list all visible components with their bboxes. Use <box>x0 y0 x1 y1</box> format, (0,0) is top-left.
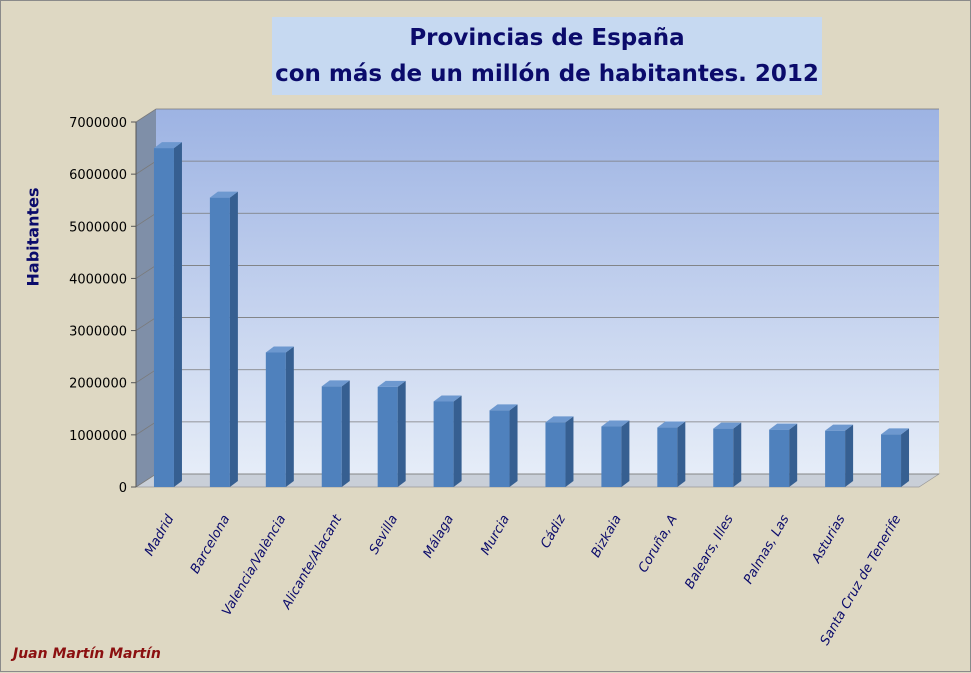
bar <box>489 404 518 487</box>
bar-front <box>377 386 398 487</box>
x-tick-label: Palmas, Las <box>741 512 793 586</box>
bar-side <box>901 428 910 487</box>
bar-top <box>825 424 854 431</box>
bar-side <box>845 424 854 487</box>
bar-front <box>153 148 174 488</box>
bar-front <box>769 429 790 487</box>
x-tick-label: Asturias <box>809 512 849 566</box>
bar-top <box>769 423 798 430</box>
bar-front <box>321 386 342 487</box>
author-credit: Juan Martín Martín <box>13 646 161 662</box>
bar-front <box>881 434 902 487</box>
bar-top <box>657 421 686 428</box>
bar-side <box>341 380 350 487</box>
bar <box>265 346 294 487</box>
x-tick-label: Barcelona <box>188 512 234 576</box>
bar-top <box>321 380 350 387</box>
plot-floor <box>134 473 941 488</box>
bar-top <box>433 395 462 402</box>
y-tick-label: 7000000 <box>69 116 127 131</box>
y-tick-label: 3000000 <box>69 325 127 340</box>
bar-top <box>713 422 742 429</box>
bar-front <box>657 427 678 487</box>
x-tick-label: Málaga <box>421 512 457 560</box>
x-tick-label: Valencia/València <box>219 512 289 618</box>
y-tick-label: 4000000 <box>69 272 127 287</box>
bar-top <box>881 428 910 435</box>
x-tick-label: Cádiz <box>538 511 569 550</box>
bar-side <box>789 423 798 487</box>
bar <box>209 191 238 487</box>
y-tick-label: 1000000 <box>69 429 127 444</box>
bar-front <box>713 428 734 487</box>
gridline <box>135 108 939 123</box>
bar-top <box>377 380 406 387</box>
plot-side-wall <box>136 109 156 487</box>
bar-top <box>545 416 574 423</box>
bar-front <box>489 410 510 487</box>
bar-side <box>453 395 462 487</box>
bar-front <box>209 197 230 487</box>
x-tick-label: Alicante/Alacant <box>279 512 346 613</box>
y-tick-label: 0 <box>119 481 127 496</box>
bar-front <box>433 401 454 487</box>
bar <box>433 395 462 487</box>
y-tick-label: 5000000 <box>69 220 127 235</box>
bar-side <box>565 416 574 487</box>
chart-title: Provincias de España con más de un milló… <box>272 17 822 95</box>
bar-side <box>621 420 630 487</box>
bar-side <box>229 191 238 487</box>
bar-side <box>285 346 294 487</box>
bar <box>545 416 574 487</box>
bar-top <box>153 142 182 149</box>
bar <box>713 422 742 487</box>
bar <box>769 423 798 487</box>
bar <box>321 380 350 487</box>
bar <box>153 142 182 488</box>
x-tick-label: Madrid <box>142 512 178 559</box>
x-tick-label: Bizkaia <box>589 512 625 560</box>
chart-title-line-1: Provincias de España <box>409 25 685 51</box>
x-tick-label: Balears, Illes <box>682 512 736 591</box>
bar <box>601 420 630 487</box>
bar-top <box>265 346 294 353</box>
bar-front <box>265 352 286 487</box>
bar-top <box>601 420 630 427</box>
bar-side <box>733 422 742 487</box>
x-tick-label: Sevilla <box>367 512 401 557</box>
bar-top <box>489 404 518 411</box>
bar <box>657 421 686 487</box>
bar-front <box>545 422 566 487</box>
bar-side <box>397 380 406 487</box>
bar-side <box>677 421 686 487</box>
bar-side <box>509 404 518 487</box>
bar <box>825 424 854 487</box>
x-tick-label: Coruña, A <box>636 513 681 576</box>
x-tick-label: Murcia <box>478 512 513 557</box>
bar-front <box>601 426 622 487</box>
y-tick-label: 6000000 <box>69 168 127 183</box>
chart-title-line-2: con más de un millón de habitantes. 2012 <box>275 61 819 87</box>
bar-front <box>825 430 846 487</box>
bar-top <box>209 191 238 198</box>
y-tick-label: 2000000 <box>69 377 127 392</box>
bar-side <box>173 142 182 488</box>
bar <box>377 380 406 487</box>
bar <box>881 428 910 487</box>
